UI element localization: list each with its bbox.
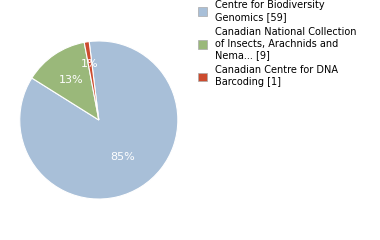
Text: 85%: 85% [110,152,135,162]
Text: 1%: 1% [81,59,99,69]
Text: 13%: 13% [59,74,84,84]
Wedge shape [84,42,99,120]
Wedge shape [20,41,178,199]
Legend: Centre for Biodiversity
Genomics [59], Canadian National Collection
of Insects, : Centre for Biodiversity Genomics [59], C… [198,0,356,87]
Wedge shape [32,42,99,120]
